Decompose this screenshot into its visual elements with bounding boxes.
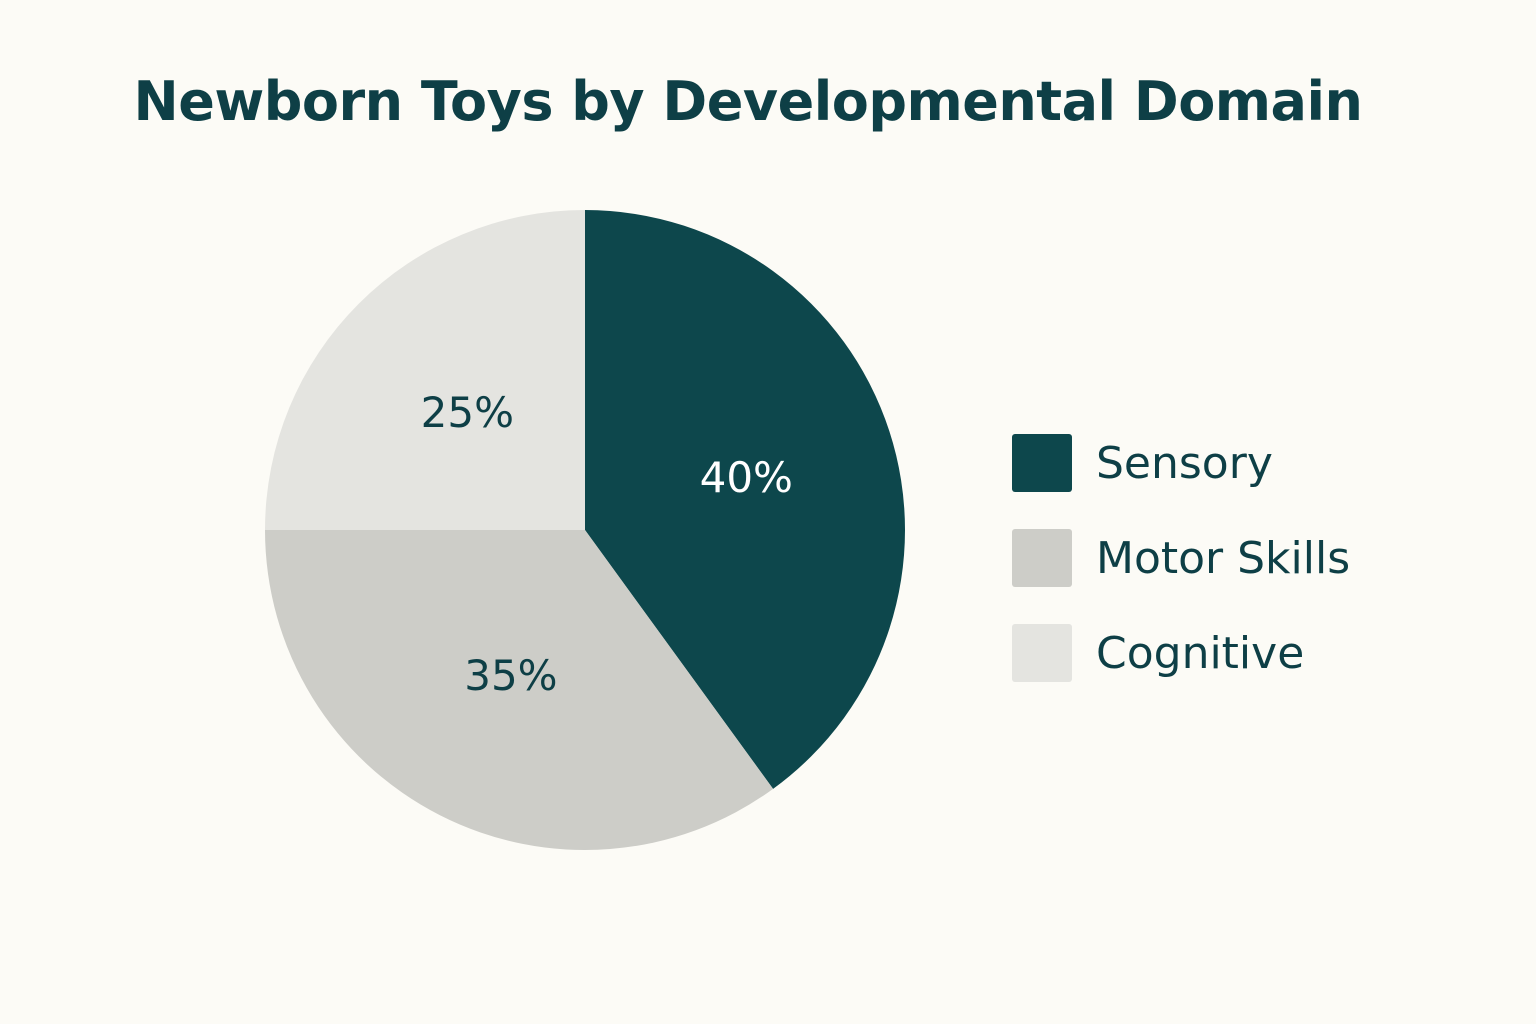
pie-slice-motor-skills	[265, 530, 774, 851]
legend-item-cognitive: Cognitive	[1012, 624, 1350, 682]
legend-label-cognitive: Cognitive	[1096, 627, 1305, 679]
legend: Sensory Motor Skills Cognitive	[1012, 434, 1350, 719]
legend-swatch-cognitive	[1012, 624, 1072, 682]
chart-title: Newborn Toys by Developmental Domain	[133, 70, 1363, 133]
legend-swatch-motor-skills	[1012, 529, 1072, 587]
legend-label-motor-skills: Motor Skills	[1096, 532, 1351, 584]
pie-slice-sensory	[585, 210, 906, 789]
legend-label-sensory: Sensory	[1096, 437, 1273, 489]
legend-item-motor-skills: Motor Skills	[1012, 529, 1350, 587]
slice-label-motor-skills: 35%	[464, 651, 557, 700]
legend-item-sensory: Sensory	[1012, 434, 1350, 492]
pie-slice-cognitive	[265, 210, 585, 530]
legend-swatch-sensory	[1012, 434, 1072, 492]
slice-label-sensory: 40%	[700, 453, 793, 502]
slice-label-cognitive: 25%	[421, 388, 514, 437]
